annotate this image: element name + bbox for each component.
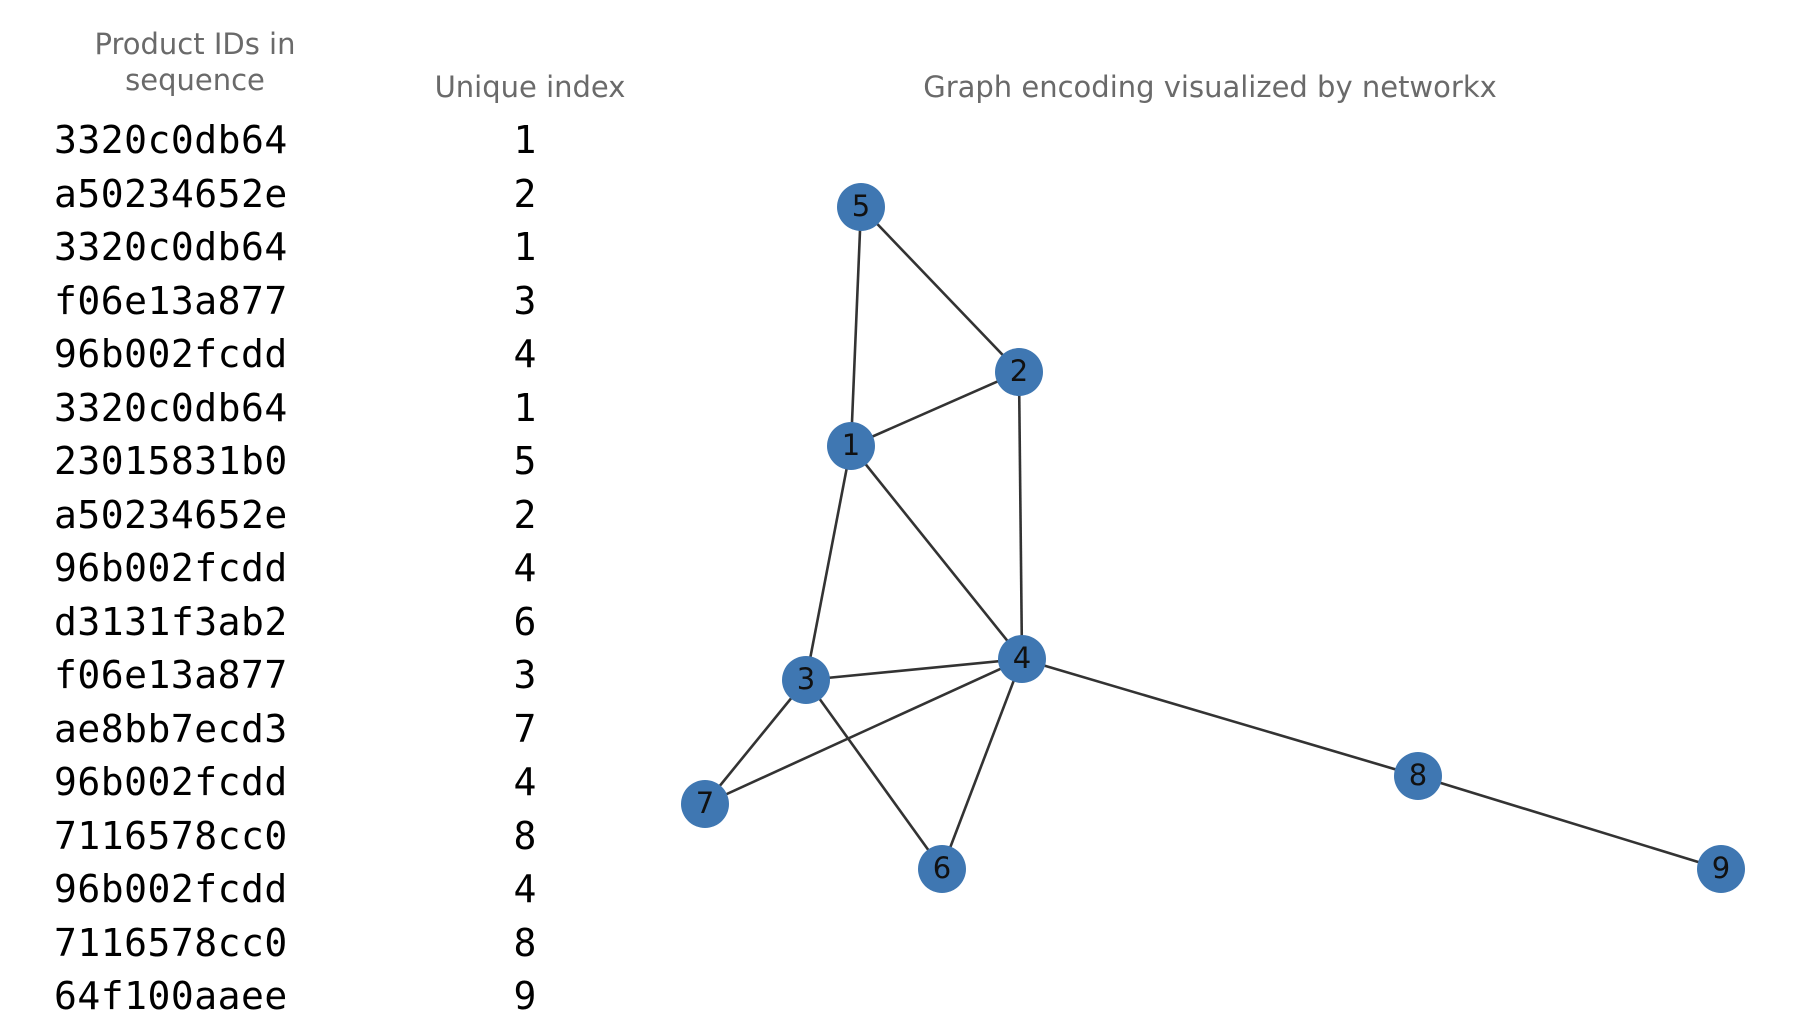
product-id: f06e13a877 — [54, 278, 288, 323]
graph-edge-1-3 — [804, 445, 853, 681]
product-id: 7116578cc0 — [54, 920, 288, 965]
unique-index: 4 — [513, 546, 537, 590]
unique-index: 1 — [513, 118, 537, 162]
product-id: d3131f3ab2 — [54, 599, 288, 644]
sequence-row: 96b002fcdd 4 — [0, 756, 600, 810]
graph-node-circle — [1394, 752, 1442, 800]
sequence-row: 3320c0db64 1 — [0, 221, 600, 275]
graph-node-4: 4 — [998, 635, 1046, 683]
unique-index: 8 — [513, 813, 537, 858]
product-id: 3320c0db64 — [54, 225, 288, 269]
graph-node-7: 7 — [681, 780, 729, 828]
graph-node-label: 2 — [1010, 354, 1028, 388]
sequence-row: 7116578cc0 8 — [0, 917, 600, 971]
unique-index-header: Unique index — [434, 70, 626, 104]
sequence-row: 7116578cc0 8 — [0, 810, 600, 864]
graph-node-label: 1 — [842, 428, 860, 462]
product-id: 96b002fcdd — [54, 867, 288, 911]
sequence-row: 3320c0db64 1 — [0, 382, 600, 436]
product-id: 96b002fcdd — [54, 760, 288, 804]
graph-edge-1-5 — [849, 206, 863, 447]
graph-node-circle — [827, 422, 875, 470]
graph-edge-8-9 — [1417, 774, 1722, 871]
graph-node-label: 6 — [933, 851, 951, 885]
unique-index: 2 — [513, 171, 537, 216]
graph-edge-4-6 — [940, 658, 1024, 870]
sequence-row: a50234652e 2 — [0, 489, 600, 543]
graph-node-label: 7 — [696, 786, 714, 820]
graph-node-circle — [995, 348, 1043, 396]
sequence-row: 23015831b0 5 — [0, 435, 600, 489]
graph-node-2: 2 — [995, 348, 1043, 396]
graph-node-label: 5 — [852, 189, 870, 223]
graph-node-3: 3 — [782, 656, 830, 704]
graph-node-8: 8 — [1394, 752, 1442, 800]
sequence-row: a50234652e 2 — [0, 168, 600, 222]
graph-node-5: 5 — [837, 183, 885, 231]
sequence-row: 96b002fcdd 4 — [0, 542, 600, 596]
unique-index: 8 — [513, 920, 537, 965]
graph-edge-2-5 — [860, 206, 1020, 373]
product-id: a50234652e — [54, 492, 288, 537]
product-id: 96b002fcdd — [54, 332, 288, 376]
product-ids-header: Product IDs in sequence — [94, 27, 296, 97]
graph-node-label: 8 — [1409, 758, 1427, 792]
graph-node-circle — [918, 845, 966, 893]
unique-index: 6 — [513, 599, 537, 644]
unique-index: 1 — [513, 385, 537, 430]
unique-index: 3 — [513, 653, 537, 697]
sequence-row: d3131f3ab2 6 — [0, 596, 600, 650]
product-id: 23015831b0 — [54, 439, 288, 483]
product-id: f06e13a877 — [54, 653, 288, 697]
graph-edge-3-4 — [805, 657, 1023, 682]
graph-node-circle — [1697, 845, 1745, 893]
sequence-row: 3320c0db64 1 — [0, 114, 600, 168]
graph-node-circle — [681, 780, 729, 828]
unique-index: 4 — [513, 332, 537, 376]
graph-edge-4-8 — [1021, 657, 1419, 778]
product-id: a50234652e — [54, 171, 288, 216]
graph-node-6: 6 — [918, 845, 966, 893]
sequence-row: 96b002fcdd 4 — [0, 863, 600, 917]
sequence-row: 96b002fcdd 4 — [0, 328, 600, 382]
graph-edge-1-2 — [850, 370, 1020, 448]
unique-index: 1 — [513, 225, 537, 269]
product-id: 64f100aaee — [54, 974, 288, 1018]
graph-node-1: 1 — [827, 422, 875, 470]
unique-index: 5 — [513, 439, 537, 483]
graph-edge-1-4 — [849, 445, 1024, 660]
sequence-row: ae8bb7ecd3 7 — [0, 703, 600, 757]
product-id: 3320c0db64 — [54, 118, 288, 162]
graph-node-circle — [837, 183, 885, 231]
graph-edge-3-6 — [804, 679, 944, 870]
graph-edges — [703, 206, 1722, 871]
graph-node-circle — [782, 656, 830, 704]
sequence-row: f06e13a877 3 — [0, 649, 600, 703]
graph-node-label: 3 — [797, 662, 815, 696]
product-id: 96b002fcdd — [54, 546, 288, 590]
unique-index: 9 — [513, 974, 537, 1018]
graph-node-label: 9 — [1712, 851, 1730, 885]
product-id: 3320c0db64 — [54, 385, 288, 430]
sequence-table: 3320c0db64 1 a50234652e 2 3320c0db64 1 f06e… — [0, 114, 600, 1024]
graph-node-9: 9 — [1697, 845, 1745, 893]
graph-node-circle — [998, 635, 1046, 683]
graph-edge-2-4 — [1017, 371, 1024, 660]
graph-edge-3-7 — [703, 679, 808, 805]
graph-edge-4-7 — [704, 657, 1023, 806]
sequence-row: 64f100aaee 9 — [0, 970, 600, 1024]
unique-index: 2 — [513, 492, 537, 537]
graph-header: Graph encoding visualized by networkx — [923, 70, 1497, 104]
product-id: 7116578cc0 — [54, 813, 288, 858]
sequence-row: f06e13a877 3 — [0, 275, 600, 329]
graph-node-label: 4 — [1013, 641, 1031, 675]
unique-index: 4 — [513, 867, 537, 911]
graph-nodes: 1 2 3 4 5 6 7 8 9 — [681, 183, 1745, 893]
unique-index: 4 — [513, 760, 537, 804]
unique-index: 3 — [513, 278, 537, 323]
product-id: ae8bb7ecd3 — [54, 706, 288, 751]
unique-index: 7 — [513, 706, 537, 751]
